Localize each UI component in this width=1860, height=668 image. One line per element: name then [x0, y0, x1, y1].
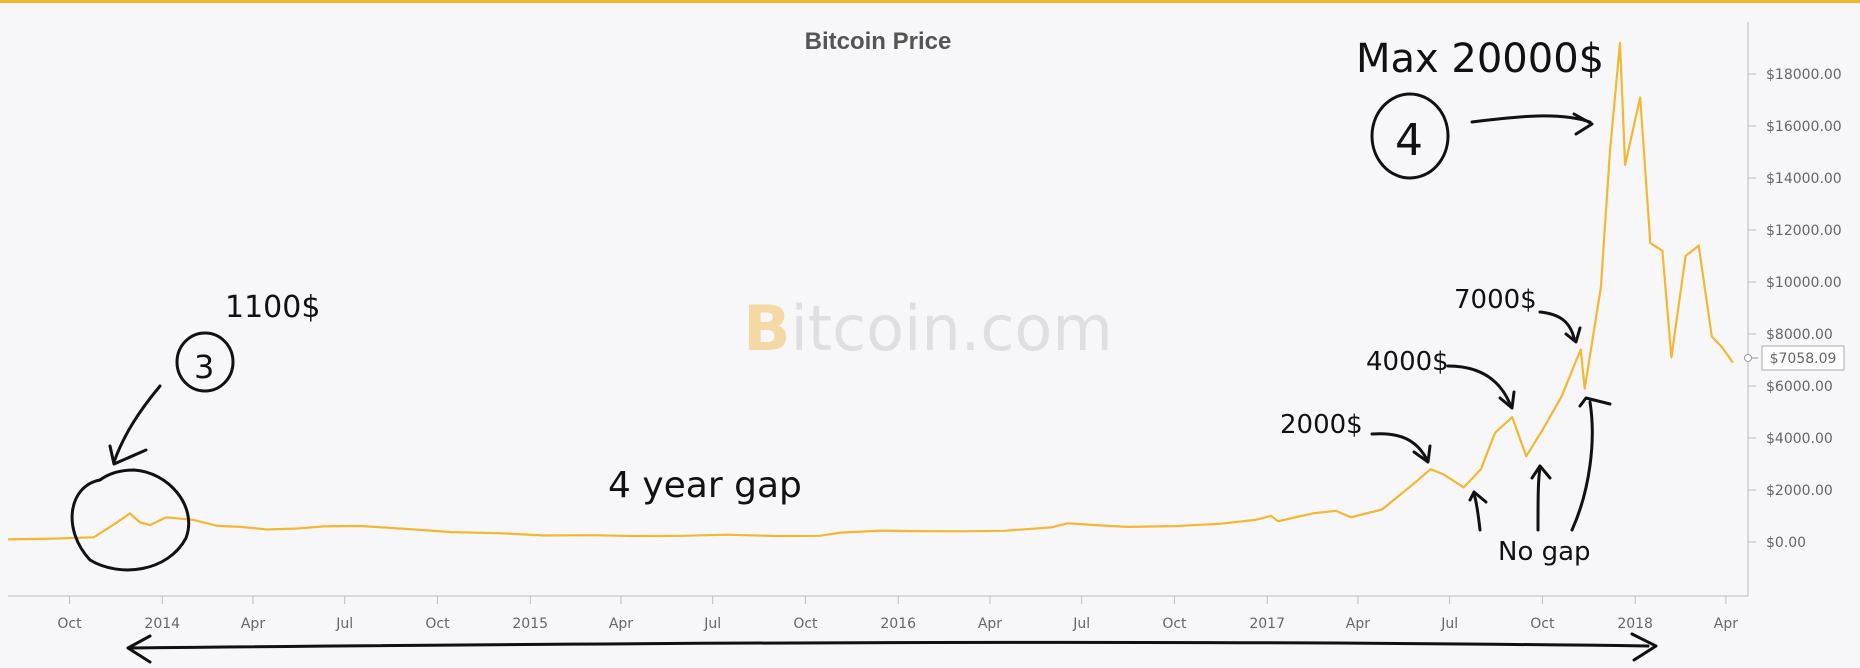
x-tick-label: Apr	[978, 616, 1002, 632]
x-tick-label: 2016	[880, 616, 916, 632]
x-tick-label: Jul	[1072, 616, 1090, 632]
annotation-no-gap: No gap	[1468, 396, 1612, 567]
no-gap-arrow-3	[1570, 400, 1594, 532]
annotation-early-number: 3	[194, 348, 214, 386]
annotation-2000: 2000$	[1280, 410, 1432, 464]
y-tick-label: $8000.00	[1766, 327, 1833, 343]
annotation-7000-arrow	[1538, 310, 1576, 340]
annotation-early-text: 1100$	[225, 290, 320, 325]
x-tick-label: Jul	[335, 616, 353, 632]
y-tick-label: $16000.00	[1766, 119, 1842, 135]
price-series-line	[7, 41, 1734, 541]
annotation-peak-number: 4	[1395, 115, 1423, 166]
chart-title: Bitcoin Price	[805, 28, 952, 55]
x-tick-label: Apr	[609, 616, 633, 632]
x-tick-label: Apr	[241, 616, 265, 632]
x-tick-label: Jul	[703, 616, 721, 632]
x-tick-label: Oct	[425, 616, 450, 632]
annotation-peak-circle	[1370, 92, 1450, 180]
annotation-peak-text: Max 20000$	[1356, 36, 1604, 82]
y-tick-label: $4000.00	[1766, 431, 1833, 447]
current-value-box	[1761, 345, 1845, 371]
annotation-gap-arrow	[128, 640, 1650, 650]
annotation-early-arrow	[112, 384, 162, 464]
annotation-peak: Max 20000$ 4	[1356, 36, 1604, 180]
x-axis-ticks: Oct 2014 Apr Jul Oct 2015 Apr Jul Oct 2016 Apr Jul O…	[57, 596, 1738, 632]
x-tick-label: Oct	[57, 616, 82, 632]
x-tick-label: Apr	[1714, 616, 1738, 632]
annotation-4000-arrow	[1446, 364, 1512, 406]
annotation-7000: 7000$	[1454, 285, 1582, 344]
annotation-4000-text: 4000$	[1366, 347, 1449, 377]
no-gap-arrow-2	[1536, 466, 1542, 532]
annotation-peak-arrow	[1470, 114, 1592, 124]
x-tick-label: 2018	[1617, 616, 1653, 632]
x-tick-label: Jul	[1440, 616, 1458, 632]
annotation-2000-arrow	[1370, 432, 1428, 460]
annotation-7000-text: 7000$	[1454, 285, 1537, 315]
y-tick-label: $14000.00	[1766, 171, 1842, 187]
y-axis-ticks: $0.00 $2000.00 $4000.00 $6000.00 $8000.00 $10…	[1748, 67, 1842, 551]
annotation-2000-text: 2000$	[1280, 410, 1363, 440]
y-tick-label: $10000.00	[1766, 275, 1842, 291]
x-tick-label: Oct	[1162, 616, 1187, 632]
y-tick-label: $18000.00	[1766, 67, 1842, 83]
top-accent-bar	[0, 0, 1860, 3]
no-gap-arrow-1	[1472, 492, 1482, 532]
y-tick-label: $2000.00	[1766, 483, 1833, 499]
annotation-4000: 4000$	[1366, 347, 1516, 410]
x-tick-label: 2017	[1249, 616, 1285, 632]
x-tick-label: 2014	[144, 616, 180, 632]
x-tick-label: Oct	[793, 616, 818, 632]
y-tick-label: $0.00	[1766, 535, 1806, 551]
annotation-gap: 4 year gap	[126, 465, 1658, 664]
x-tick-label: 2015	[512, 616, 548, 632]
annotation-no-gap-text: No gap	[1498, 537, 1591, 567]
annotation-gap-text: 4 year gap	[608, 465, 802, 506]
current-value-dot	[1744, 354, 1752, 362]
x-tick-label: Apr	[1346, 616, 1370, 632]
annotation-early: 1100$ 3	[70, 290, 320, 572]
y-tick-label: $6000.00	[1766, 379, 1833, 395]
watermark: Bitcoin.com	[743, 292, 1112, 365]
current-value-marker: $7058.09	[1744, 345, 1845, 371]
x-tick-label: Oct	[1530, 616, 1555, 632]
annotation-early-circle	[175, 331, 235, 393]
current-value-label: $7058.09	[1770, 351, 1837, 367]
y-tick-label: $12000.00	[1766, 223, 1842, 239]
annotation-early-blob	[70, 468, 191, 572]
